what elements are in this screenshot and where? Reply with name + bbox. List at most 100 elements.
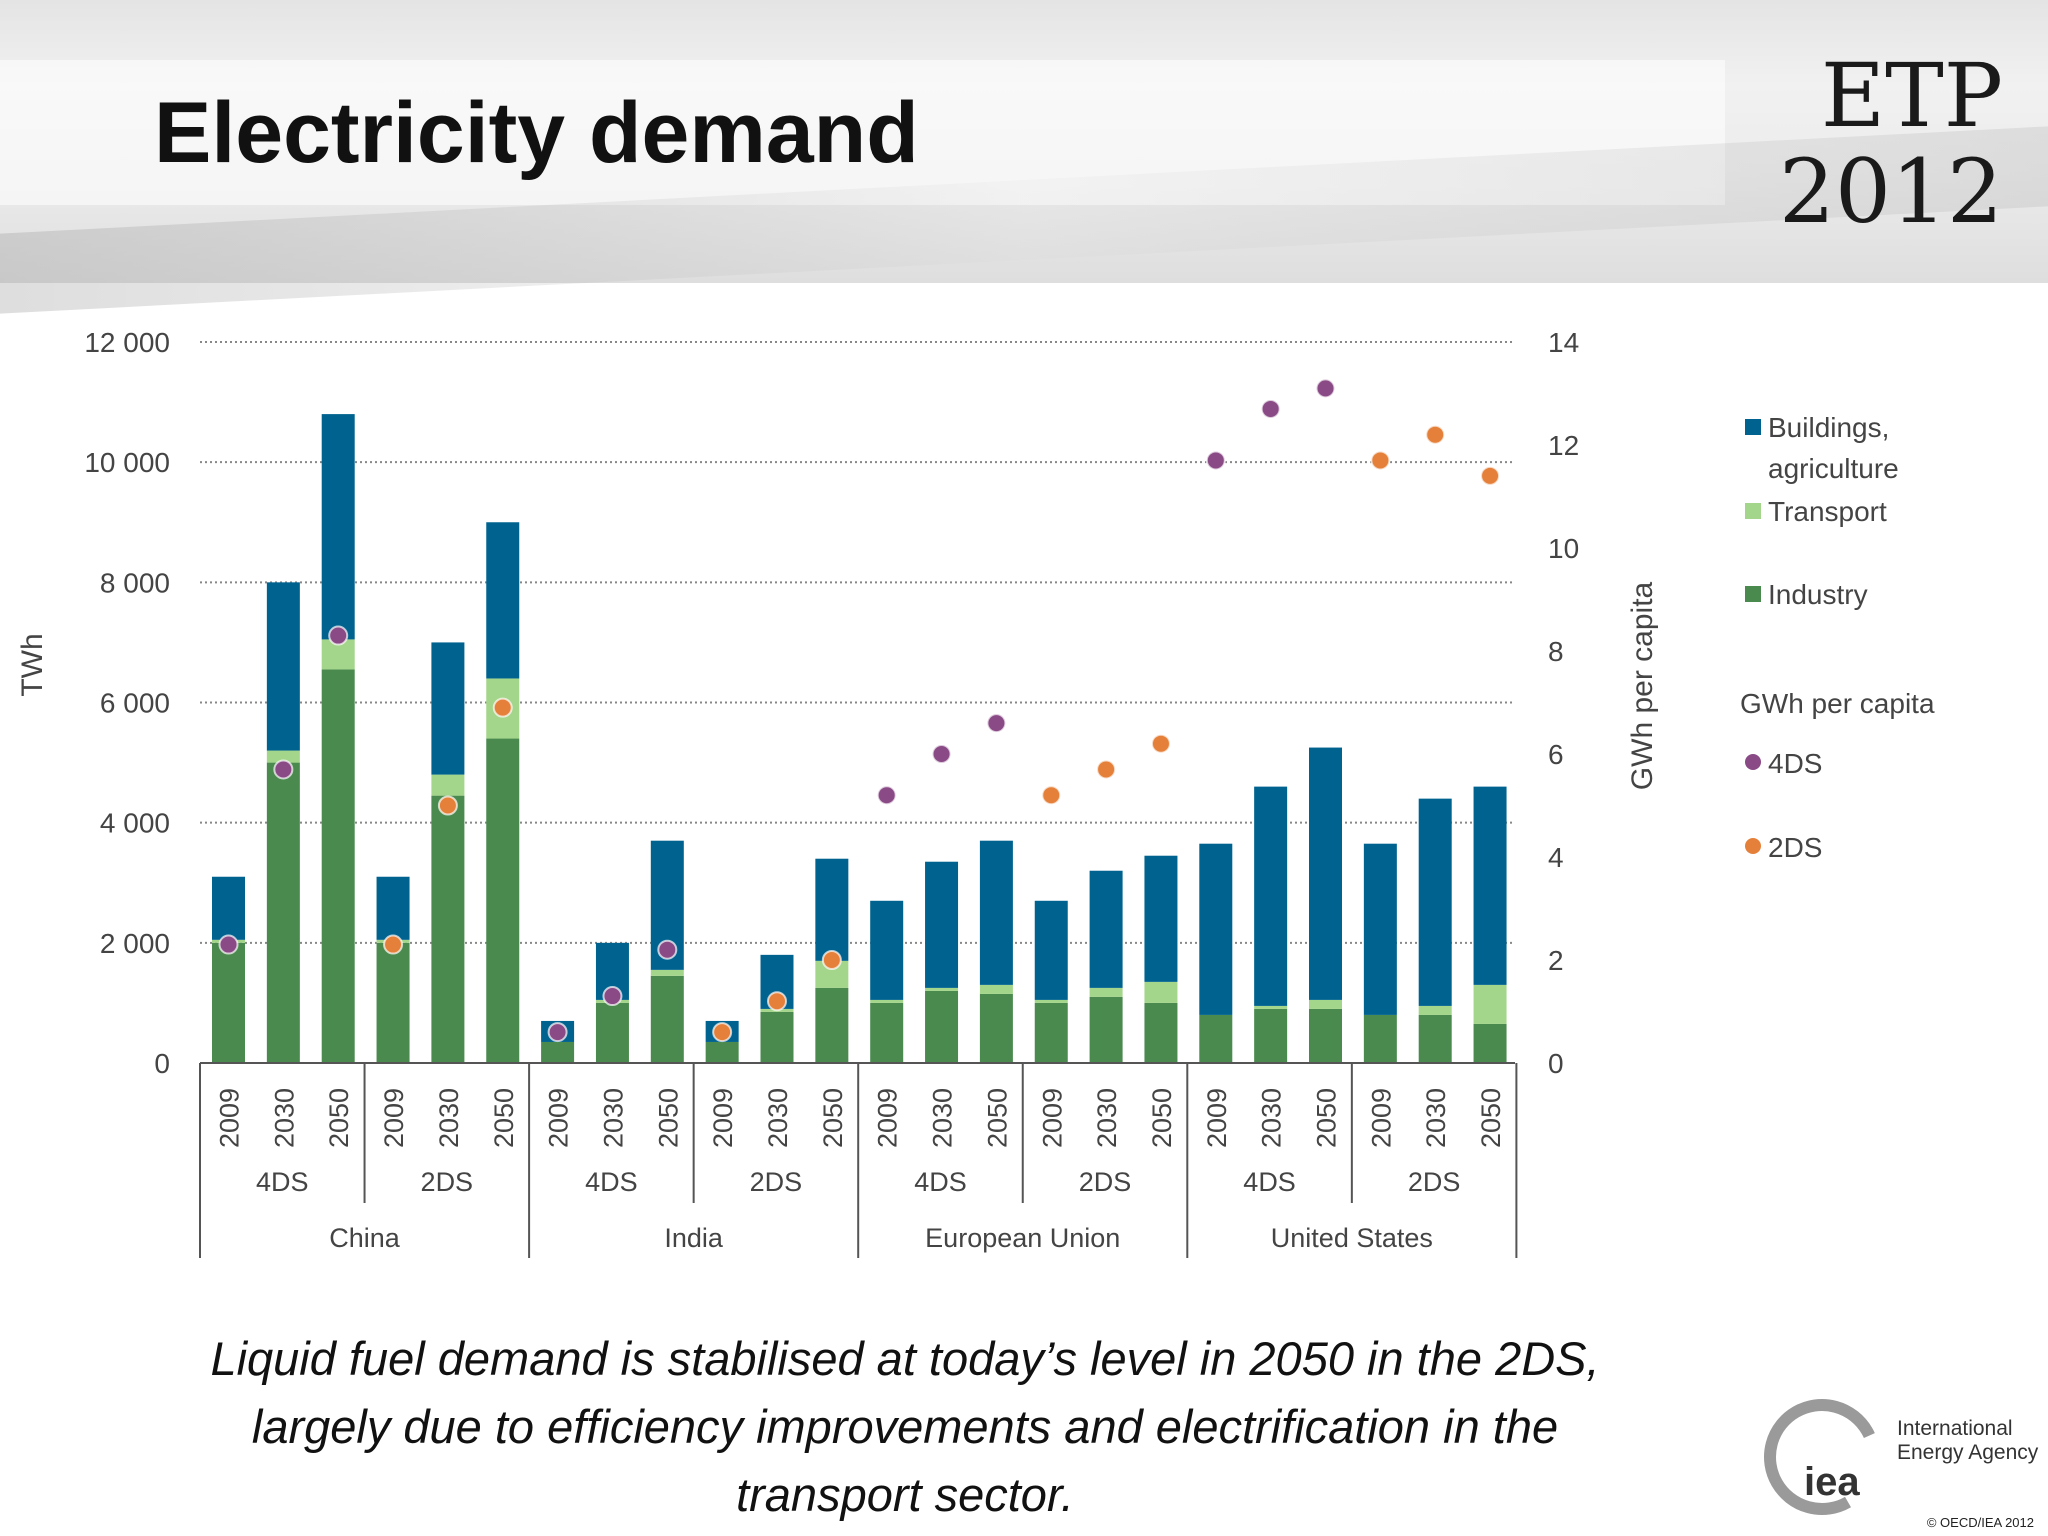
y-tick-label-right: 6 [1548,739,1564,770]
legend-label-2ds: 2DS [1768,832,1822,863]
y-tick-label-right: 0 [1548,1048,1564,1079]
x-scenario-label: 2DS [750,1167,803,1197]
x-scenario-label: 2DS [1408,1167,1461,1197]
bar-buildings [486,522,520,679]
bar-transport [431,774,465,796]
y-tick-label-left: 12 000 [84,327,170,358]
bar-industry [705,1041,739,1063]
bar-industry [925,990,959,1063]
bar-buildings [1089,870,1123,988]
header-banner [0,0,2048,314]
bar-industry [1254,1008,1288,1063]
bar-buildings [1034,900,1068,1000]
x-tick-label-year: 2050 [1476,1088,1506,1148]
bar-industry [870,1002,904,1063]
y-tick-label-right: 8 [1548,636,1564,667]
x-tick-label-year: 2050 [324,1088,354,1148]
iea-logo: iea International Energy Agency [1764,1399,2039,1515]
x-region-label: European Union [925,1223,1120,1253]
bar-transport [925,987,959,991]
x-tick-label-year: 2030 [434,1088,464,1148]
etp-logo-line1: ETP [1820,44,2003,147]
bar-industry [650,975,684,1063]
legend-label-buildings: Buildings, [1768,412,1889,443]
bar-buildings [925,861,959,988]
x-scenario-label: 4DS [256,1167,309,1197]
dot-2ds [383,934,404,955]
iea-logo-line2: Energy Agency [1897,1441,2039,1464]
dot-2ds [492,697,513,718]
y-tick-label-left: 6 000 [100,688,170,719]
etp-logo: ETP 2012 [1779,48,2003,240]
x-tick-label-year: 2009 [379,1088,409,1148]
bar-transport [979,984,1013,994]
etp-logo-line2: 2012 [1779,140,2003,243]
x-tick-label-year: 2050 [982,1088,1012,1148]
x-tick-label-year: 2030 [928,1088,958,1148]
legend-label-buildings-cont: agriculture [1768,453,1899,484]
bar-buildings [321,414,355,640]
dot-2ds [1425,424,1446,445]
legend-swatch-transport [1745,503,1761,519]
bar-buildings [1418,798,1452,1006]
iea-logo-mark: iea [1804,1460,1860,1504]
iea-logo-line1: International [1897,1417,2013,1440]
x-scenario-label: 4DS [914,1167,967,1197]
y-tick-label-left: 0 [154,1048,170,1079]
legend-label-4ds: 4DS [1768,748,1822,779]
y-tick-label-right: 4 [1548,842,1564,873]
x-tick-label-year: 2009 [1202,1088,1232,1148]
bar-industry [431,795,465,1063]
x-tick-label-year: 2050 [1147,1088,1177,1148]
x-tick-label-year: 2050 [818,1088,848,1148]
legend: Buildings, agriculture Transport Industr… [1740,412,1935,863]
bar-industry [1309,1008,1342,1063]
y-tick-label-left: 8 000 [100,567,170,598]
bar-industry [595,1002,629,1063]
bar-transport [870,999,904,1003]
bar-transport [1144,981,1178,1003]
bar-buildings [979,840,1013,985]
x-tick-label-year: 2050 [653,1088,683,1148]
dot-4ds [1315,378,1336,399]
bar-buildings [1363,843,1397,1015]
y-tick-label-left: 4 000 [100,808,170,839]
bar-industry [486,738,520,1063]
x-tick-label-year: 2009 [215,1088,245,1148]
x-tick-label-year: 2030 [1421,1088,1451,1148]
bar-buildings [1254,786,1288,1006]
bar-buildings [431,642,465,775]
electricity-demand-chart: 0 2 000 4 000 6 000 8 000 10 000 12 000 0 2 4 6 8 10… [16,327,1935,1258]
y-tick-label-right: 12 [1548,430,1579,461]
bar-buildings [1473,786,1507,985]
bar-buildings [266,582,300,751]
legend-label-transport: Transport [1768,496,1887,527]
bar-industry [1034,1002,1068,1063]
x-tick-label-year: 2050 [489,1088,519,1148]
x-tick-label-year: 2030 [269,1088,299,1148]
legend-swatch-industry [1745,586,1761,602]
dot-4ds [328,625,349,646]
bar-industry [212,942,245,1063]
bar-industry [1089,996,1123,1063]
bar-industry [1473,1023,1507,1063]
y-axis-label-right: GWh per capita [1626,581,1659,790]
dot-2ds [821,950,842,970]
dot-2ds [1370,450,1391,471]
x-tick-label-year: 2030 [1257,1088,1287,1148]
legend-dot-4ds [1745,754,1761,770]
page-title: Electricity demand [154,85,919,181]
x-region-label: China [329,1223,401,1253]
caption: Liquid fuel demand is stabilised at toda… [100,1325,1710,1529]
dot-4ds [602,986,623,1007]
y-tick-label-left: 10 000 [84,447,170,478]
x-tick-label-year: 2050 [1312,1088,1342,1148]
dot-4ds [218,934,239,955]
bar-industry [266,762,300,1063]
copyright: © OECD/IEA 2012 [1926,1515,2034,1530]
bar-buildings [1144,855,1178,982]
caption-line-2: largely due to efficiency improvements a… [251,1400,1559,1453]
bar-transport [1034,999,1068,1003]
y-tick-label-right: 14 [1548,327,1579,358]
